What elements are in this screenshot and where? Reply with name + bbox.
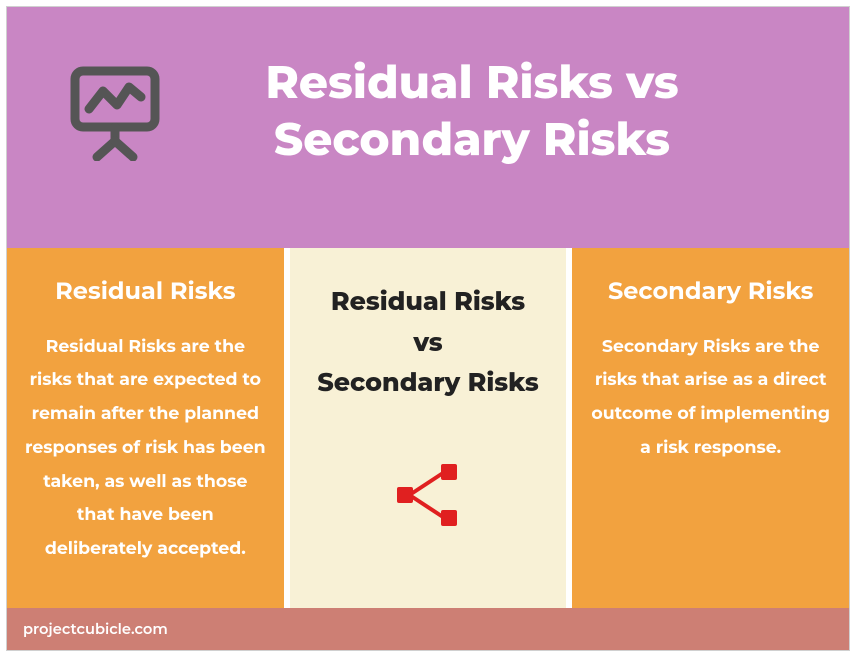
column-center: Residual RisksvsSecondary Risks bbox=[290, 248, 567, 608]
share-nodes-icon bbox=[389, 456, 467, 539]
column-right: Secondary Risks Secondary Risks are the … bbox=[572, 248, 849, 608]
infographic-frame: Residual Risks vs Secondary Risks Residu… bbox=[6, 6, 850, 651]
right-title: Secondary Risks bbox=[590, 276, 831, 307]
presentation-chart-svg bbox=[63, 61, 167, 161]
columns-row: Residual Risks Residual Risks are the ri… bbox=[7, 248, 849, 608]
footer-bar: projectcubicle.com bbox=[7, 608, 849, 650]
column-left: Residual Risks Residual Risks are the ri… bbox=[7, 248, 284, 608]
main-title: Residual Risks vs Secondary Risks bbox=[195, 55, 809, 168]
center-title: Residual RisksvsSecondary Risks bbox=[317, 282, 538, 404]
left-body: Residual Risks are the risks that are ex… bbox=[25, 330, 266, 566]
share-nodes-svg bbox=[389, 456, 467, 534]
header-panel: Residual Risks vs Secondary Risks bbox=[7, 7, 849, 248]
presentation-chart-icon bbox=[63, 61, 167, 166]
right-body: Secondary Risks are the risks that arise… bbox=[590, 330, 831, 465]
left-title: Residual Risks bbox=[25, 276, 266, 307]
